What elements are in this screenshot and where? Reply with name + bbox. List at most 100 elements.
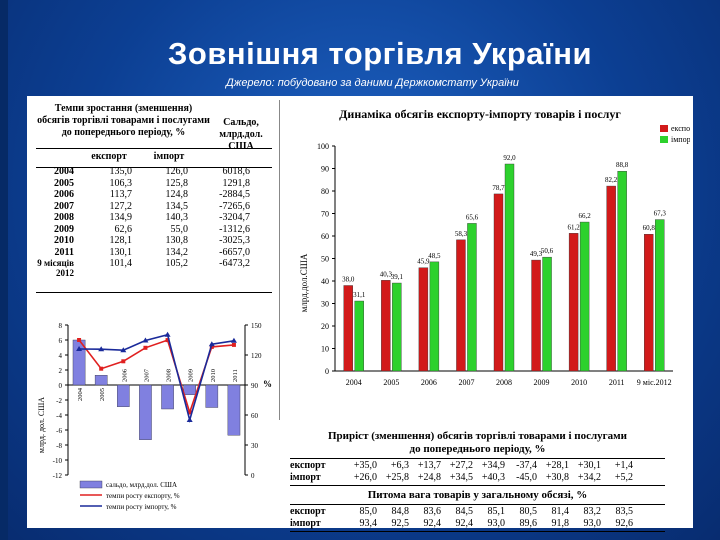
y-tick-label: 80 [321, 187, 329, 196]
row-export: 135,0 [109, 166, 133, 177]
row-year: 2010 [54, 235, 74, 246]
table-heading-line: обсягів торгівлі товарами і послугами [37, 115, 210, 126]
y2-tick-label: 0 [251, 472, 255, 480]
bar-data-label: 39,1 [391, 273, 404, 281]
row-import: 134,2 [165, 246, 189, 258]
row-export: 101,4 [109, 258, 133, 269]
slide-title: Зовнішня торгівля України [167, 36, 593, 71]
col-import: імпорт [153, 151, 185, 162]
row-value: 83,2 [583, 506, 602, 517]
row-value: 85,0 [359, 506, 378, 517]
row-year: 2011 [54, 246, 74, 258]
bar-імпорт [579, 221, 590, 372]
table-row: 2006 113,7 124,8 -2884,5 [36, 189, 280, 201]
bar-data-label: 67,3 [654, 210, 667, 218]
bar-data-label: 61,2 [567, 223, 580, 231]
bar-експорт [456, 239, 466, 372]
line-marker [121, 359, 126, 364]
row-import: 124,8 [165, 189, 189, 200]
y-tick-label: 0 [325, 367, 329, 376]
bar-data-label: 40,3 [380, 270, 393, 278]
x-tick-label: 2007 [143, 368, 150, 382]
row-export: 113,7 [109, 189, 132, 200]
row-value: 84,8 [391, 506, 410, 517]
table-row: імпорт 93,4 92,5 92,4 92,4 93,0 89,6 91,8 93,0 92… [290, 518, 665, 530]
row-balance: -6473,2 [219, 258, 250, 269]
chart-lines [76, 331, 237, 424]
y2-tick-label: 60 [251, 412, 259, 420]
line-темпи росту імпорту, % [79, 333, 235, 424]
row-value: 92,4 [423, 518, 442, 529]
bar-імпорт [429, 261, 440, 372]
line-marker [77, 338, 82, 342]
row-value: -45,0 [516, 472, 537, 483]
bar-data-label: 38,0 [342, 276, 355, 284]
row-value: 92,5 [391, 518, 410, 529]
row-balance: -2884,5 [219, 189, 250, 200]
y2-tick-label: 90 [251, 382, 259, 390]
row-year: 9 місяців 2012 [37, 258, 74, 278]
line-marker [208, 341, 215, 347]
balance-bar [227, 384, 241, 436]
row-export: 62,6 [114, 223, 133, 235]
row-value: 89,6 [519, 518, 538, 529]
x-tick-label: 2005 [383, 378, 399, 387]
row-balance: -3025,3 [219, 235, 250, 246]
row-export: 106,3 [109, 177, 133, 189]
row-value: +24,8 [417, 472, 441, 483]
y-tick-label: 0 [59, 382, 63, 390]
bar-експорт [606, 185, 616, 372]
bar-імпорт [467, 223, 477, 372]
row-value: +5,2 [614, 472, 633, 483]
row-value: +34,2 [577, 472, 601, 483]
row-year: 2004 [54, 166, 74, 177]
row-label: експорт [290, 506, 326, 517]
row-export: 128,1 [109, 235, 133, 246]
x-tick-label: 2005 [99, 388, 106, 401]
bar-імпорт [617, 170, 627, 372]
y-axis-label: млрд. дол. США [37, 397, 46, 453]
chart-title: Динаміка обсягів експорту-імпорту товарі… [339, 107, 621, 121]
row-value: +1,4 [614, 460, 633, 471]
row-value: 93,0 [583, 518, 602, 529]
table-row: експорт +35,0 +6,3 +13,7 +27,2 +34,9 -37,4 +28,… [290, 460, 665, 472]
y-tick-label: -10 [53, 457, 63, 465]
row-value: 91,8 [551, 518, 570, 529]
row-value: +28,1 [545, 460, 569, 471]
row-import: 125,8 [165, 177, 189, 189]
line-marker [76, 346, 83, 351]
balance-heading: США [228, 141, 254, 152]
line-marker [230, 337, 237, 343]
bar-data-label: 82,2 [605, 176, 618, 184]
row-label: імпорт [290, 518, 321, 529]
table-rule [36, 292, 272, 293]
legend-label: темпи росту експорту, % [106, 492, 180, 500]
line-marker [142, 337, 149, 343]
line-marker [231, 342, 236, 347]
bar-експорт [531, 259, 541, 372]
x-tick-label: 2006 [121, 368, 128, 382]
row-value: -37,4 [516, 460, 537, 471]
y-tick-label: 10 [321, 345, 329, 354]
growth-table-title: Приріст (зменшення) обсягів торгівлі тов… [328, 430, 627, 442]
row-value: +27,2 [449, 460, 473, 471]
row-value: +34,9 [481, 460, 505, 471]
bar-імпорт [542, 256, 552, 372]
row-value: 93,4 [359, 518, 378, 529]
line-marker [165, 338, 170, 343]
bar-експорт [568, 233, 579, 372]
bar-імпорт [504, 163, 515, 372]
line-marker [120, 347, 127, 353]
legend-label: імпорт [671, 135, 690, 144]
growth-percent-table: Приріст (зменшення) обсягів торгівлі тов… [290, 430, 665, 532]
y2-tick-label: 150 [251, 322, 262, 330]
row-value: +26,0 [353, 472, 377, 483]
bar-експорт [418, 267, 429, 372]
table-rule [36, 148, 272, 149]
table-row: 2011 130,1 134,2 -6657,0 [36, 247, 280, 259]
bar-data-label: 65,6 [466, 213, 479, 221]
chart-legend: сальдо, млрд.дол. США темпи росту експорт… [79, 480, 180, 511]
row-label: імпорт [290, 472, 321, 483]
legend-label: сальдо, млрд.дол. США [106, 481, 177, 489]
y-tick-label: -4 [56, 412, 62, 420]
